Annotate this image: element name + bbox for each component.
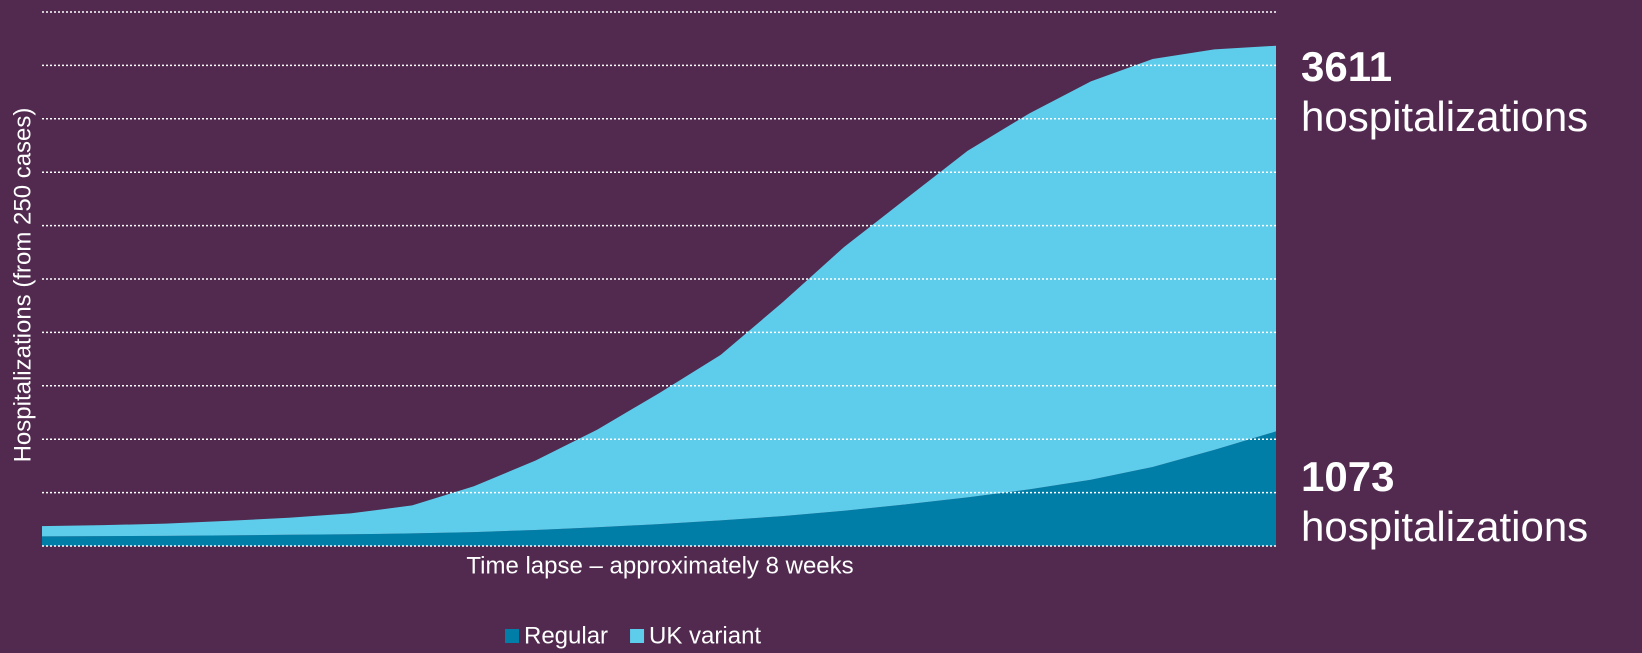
area bbox=[42, 45, 1276, 537]
area bbox=[42, 431, 1276, 546]
x-axis-label: Time lapse – approximately 8 weeks bbox=[466, 552, 853, 579]
legend-swatch bbox=[630, 629, 645, 643]
end-value-text: hospitalizations bbox=[1301, 93, 1588, 140]
end-value-text: hospitalizations bbox=[1301, 503, 1588, 550]
y-axis-label: Hospitalizations (from 250 cases) bbox=[9, 108, 36, 463]
end-value-label: 3611 bbox=[1301, 43, 1392, 90]
legend-label: Regular bbox=[524, 622, 608, 649]
legend-label: UK variant bbox=[649, 622, 761, 649]
legend-swatch bbox=[505, 629, 519, 643]
end-value-label: 1073 bbox=[1301, 453, 1394, 500]
